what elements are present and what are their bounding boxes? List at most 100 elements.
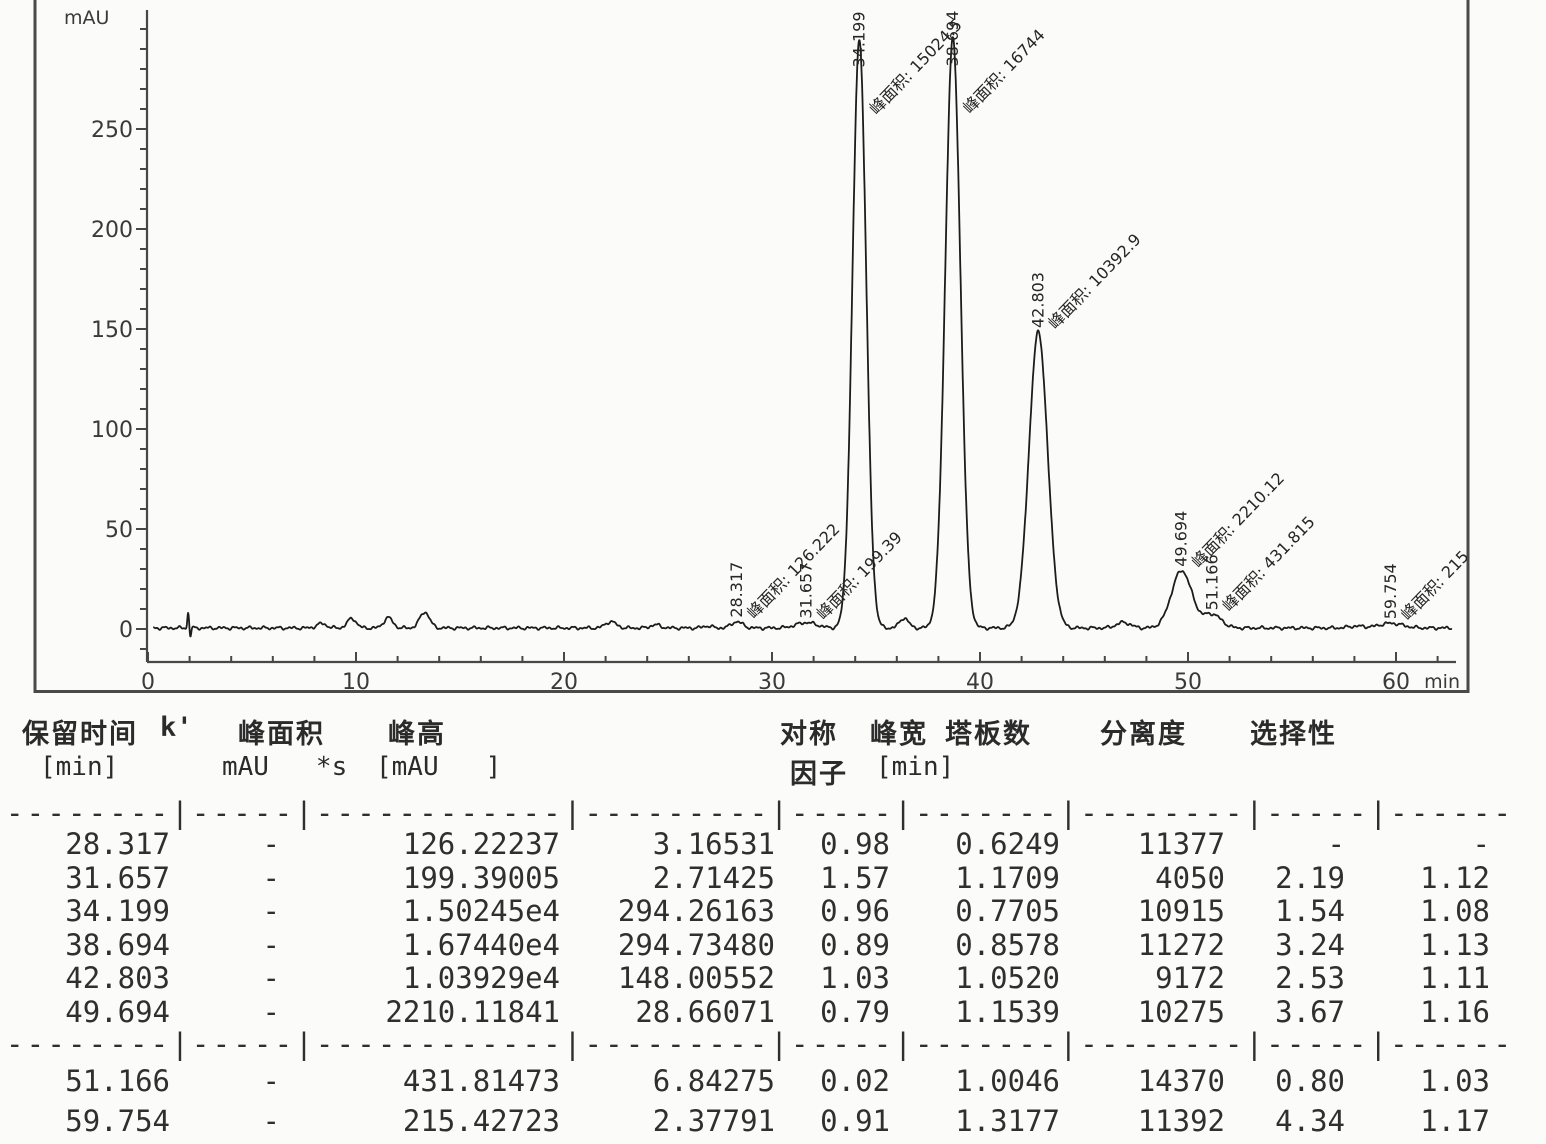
cell-plate-number: 14370 (1137, 1064, 1225, 1098)
cell-k-prime: - (262, 994, 280, 1029)
table-body: --------|-----|------------|---------|--… (0, 798, 1546, 1138)
cell-resolution: 3.67 (1275, 994, 1345, 1029)
cell-peak-height: 294.26163 (617, 894, 775, 928)
cell-symmetry-factor: 0.89 (820, 927, 890, 962)
cell-k-prime: - (262, 1103, 280, 1138)
table-row: 51.166 - 431.81473 6.84275 0.02 1.0046 14370 0.… (0, 1064, 1546, 1099)
peak-rt-label: 31.657 (796, 563, 815, 619)
chromatogram-svg: 0 50 100 150 200 250 0 10 20 30 40 50 60 mAU min 28.317… (33, 0, 1497, 695)
cell-symmetry-factor: 0.91 (820, 1103, 890, 1138)
cell-plate-number: 11377 (1137, 827, 1225, 861)
peak-rt-label: 42.803 (1028, 272, 1047, 328)
chromatogram-trace (152, 36, 1453, 638)
cell-k-prime: - (262, 894, 280, 928)
x-tick-label: 0 (141, 670, 155, 695)
table-separator: --------|-----|------------|---------|--… (6, 1027, 1515, 1061)
cell-resolution: 2.53 (1275, 961, 1345, 995)
cell-plate-number: 10275 (1137, 994, 1225, 1029)
cell-symmetry-factor: 0.98 (820, 827, 890, 861)
cell-peak-width: 1.1709 (955, 860, 1060, 895)
cell-peak-area: 1.03929e4 (402, 961, 560, 995)
y-axis-unit-label: mAU (64, 7, 109, 29)
cell-selectivity: 1.16 (1420, 994, 1490, 1029)
x-tick-label: 20 (550, 670, 578, 695)
y-tick-label: 250 (91, 118, 133, 143)
cell-symmetry-factor: 1.03 (820, 961, 890, 995)
header-peak-height-unit: [mAU ] (376, 752, 502, 782)
cell-peak-area: 199.39005 (402, 860, 560, 895)
header-peak-area-unit: mAU *s (222, 752, 348, 782)
header-peak-area: 峰面积 (238, 719, 325, 750)
peak-area-label: 峰面积: 10392.9 (1045, 230, 1145, 333)
table-row: 49.694 - 2210.11841 28.66071 0.79 1.1539 10275… (0, 994, 1546, 1030)
cell-resolution: 4.34 (1275, 1103, 1345, 1138)
results-table: 保留时间 [min] k' 峰面积 mAU *s 峰高 [mAU ] 对称 因子… (0, 698, 1546, 1144)
cell-symmetry-factor: 1.57 (820, 860, 890, 895)
header-plate-number: 塔板数 (945, 719, 1032, 750)
table-row: 28.317 - 126.22237 3.16531 0.98 0.6249 11377 - - (0, 827, 1546, 862)
cell-peak-area: 1.67440e4 (402, 927, 560, 962)
cell-selectivity: 1.08 (1420, 894, 1490, 928)
cell-peak-width: 0.6249 (955, 827, 1060, 861)
peak-area-label: 峰面积: 215.427 (1397, 521, 1497, 624)
x-tick-label: 50 (1174, 670, 1202, 695)
x-tick-label: 40 (966, 670, 994, 695)
header-symmetry: 对称 (780, 719, 838, 750)
cell-peak-width: 1.3177 (955, 1103, 1060, 1138)
cell-peak-width: 1.0046 (955, 1064, 1060, 1098)
peak-rt-label: 34.199 (849, 11, 868, 67)
header-selectivity: 选择性 (1250, 719, 1337, 750)
cell-plate-number: 4050 (1155, 860, 1225, 895)
header-peak-width-unit: [min] (876, 752, 955, 782)
cell-retention-time: 42.803 (65, 961, 170, 995)
y-tick-label: 0 (119, 618, 133, 643)
cell-peak-area: 2210.11841 (385, 994, 560, 1029)
cell-k-prime: - (262, 1064, 280, 1098)
cell-retention-time: 31.657 (65, 860, 170, 895)
cell-retention-time: 34.199 (65, 894, 170, 928)
header-peak-height: 峰高 (388, 719, 446, 750)
peak-rt-label: 28.317 (727, 562, 746, 618)
y-tick-label: 100 (91, 418, 133, 443)
cell-peak-height: 148.00552 (617, 961, 775, 995)
cell-selectivity: 1.03 (1420, 1064, 1490, 1098)
cell-peak-height: 6.84275 (652, 1064, 775, 1098)
cell-peak-height: 28.66071 (635, 994, 775, 1029)
cell-peak-height: 3.16531 (652, 827, 775, 861)
header-peak-width: 峰宽 (870, 719, 928, 750)
peak-rt-label: 38.694 (943, 11, 962, 67)
x-axis-unit-label: min (1424, 671, 1460, 693)
cell-k-prime: - (262, 927, 280, 962)
cell-peak-width: 0.8578 (955, 927, 1060, 962)
x-tick-label: 60 (1382, 670, 1410, 695)
cell-k-prime: - (262, 961, 280, 995)
cell-peak-width: 1.1539 (955, 994, 1060, 1029)
x-tick-label: 30 (758, 670, 786, 695)
peak-area-label: 峰面积: 16744 (959, 25, 1049, 117)
cell-retention-time: 28.317 (65, 827, 170, 861)
cell-peak-height: 2.71425 (652, 860, 775, 895)
cell-peak-height: 294.73480 (617, 927, 775, 962)
plot-frame (33, 0, 1470, 693)
y-tick-label: 50 (105, 518, 133, 543)
cell-peak-area: 1.50245e4 (402, 894, 560, 928)
cell-plate-number: 11272 (1137, 927, 1225, 962)
table-separator: --------|-----|------------|---------|--… (6, 796, 1515, 830)
cell-plate-number: 9172 (1155, 961, 1225, 995)
peak-rt-label: 51.166 (1202, 554, 1221, 610)
y-tick-label: 200 (91, 218, 133, 243)
header-retention-time: 保留时间 (22, 719, 138, 750)
cell-symmetry-factor: 0.79 (820, 994, 890, 1029)
cell-selectivity: - (1472, 827, 1490, 861)
cell-retention-time: 59.754 (65, 1103, 170, 1138)
header-symmetry-line2: 因子 (790, 759, 848, 790)
header-resolution: 分离度 (1100, 719, 1187, 750)
cell-resolution: 1.54 (1275, 894, 1345, 928)
cell-resolution: 0.80 (1275, 1064, 1345, 1098)
y-tick-label: 150 (91, 318, 133, 343)
cell-selectivity: 1.12 (1420, 860, 1490, 895)
cell-k-prime: - (262, 860, 280, 895)
cell-plate-number: 11392 (1137, 1103, 1225, 1138)
